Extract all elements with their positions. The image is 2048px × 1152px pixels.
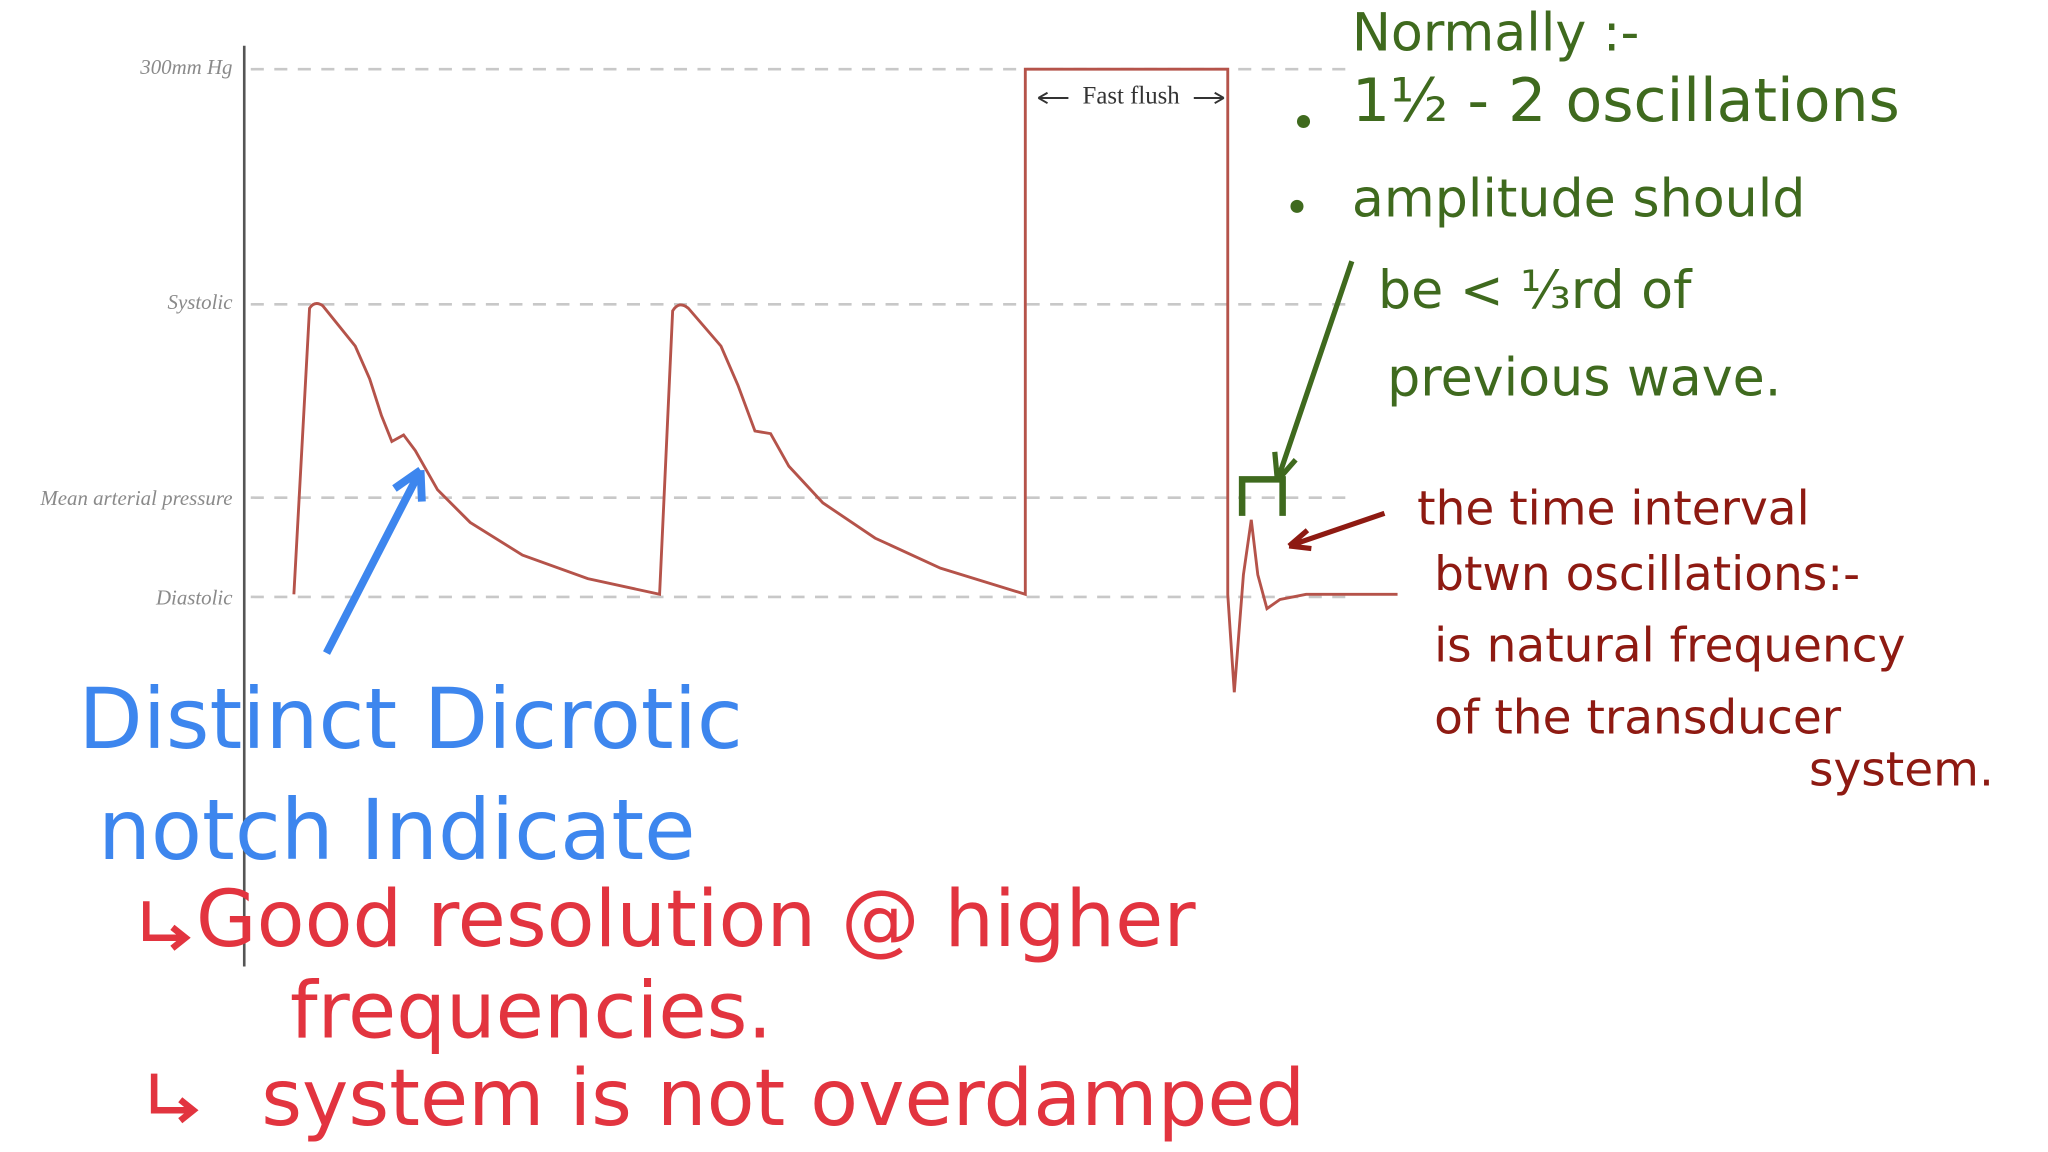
- annotation-line: previous wave.: [1387, 348, 1781, 408]
- flush-arrows: [1037, 91, 1225, 105]
- pressure-waveform: [292, 67, 1398, 693]
- annotation-line: notch Indicate: [98, 781, 696, 879]
- annotation-line: the time interval: [1417, 482, 1810, 537]
- annotation-line: btwn oscillations:-: [1434, 547, 1860, 602]
- annotation-line: of the transducer: [1434, 690, 1842, 745]
- annotation-line: frequencies.: [290, 966, 772, 1057]
- notch-arrow: [323, 466, 426, 655]
- result-marker: [143, 901, 191, 951]
- annotation-line: system is not overdamped: [261, 1053, 1305, 1144]
- interval-bracket: [1238, 476, 1286, 516]
- annotation-line: be < ⅓rd of: [1378, 261, 1693, 321]
- axis-label: 300mm Hg: [139, 55, 232, 79]
- axis-label: Mean arterial pressure: [39, 486, 232, 510]
- annotation-line: 1½ - 2 oscillations: [1352, 66, 1900, 136]
- green-arrow: [1272, 260, 1355, 483]
- axis-label: Systolic: [168, 290, 234, 314]
- annotation-line: Good resolution @ higher: [196, 874, 1196, 965]
- result-marker: [150, 1073, 199, 1124]
- bullet: [1296, 114, 1311, 128]
- bullet: [1290, 199, 1304, 213]
- flush-label: Fast flush: [1083, 83, 1181, 110]
- annotation-line: amplitude should: [1352, 169, 1806, 229]
- axis-label: Diastolic: [155, 585, 233, 609]
- annotation-line: system.: [1809, 743, 1994, 798]
- annotation-line: is natural frequency: [1434, 619, 1905, 674]
- interval-arrow: [1287, 510, 1386, 552]
- annotation-line: Distinct Dicrotic: [78, 670, 743, 768]
- annotation-heading: Normally :-: [1352, 4, 1639, 64]
